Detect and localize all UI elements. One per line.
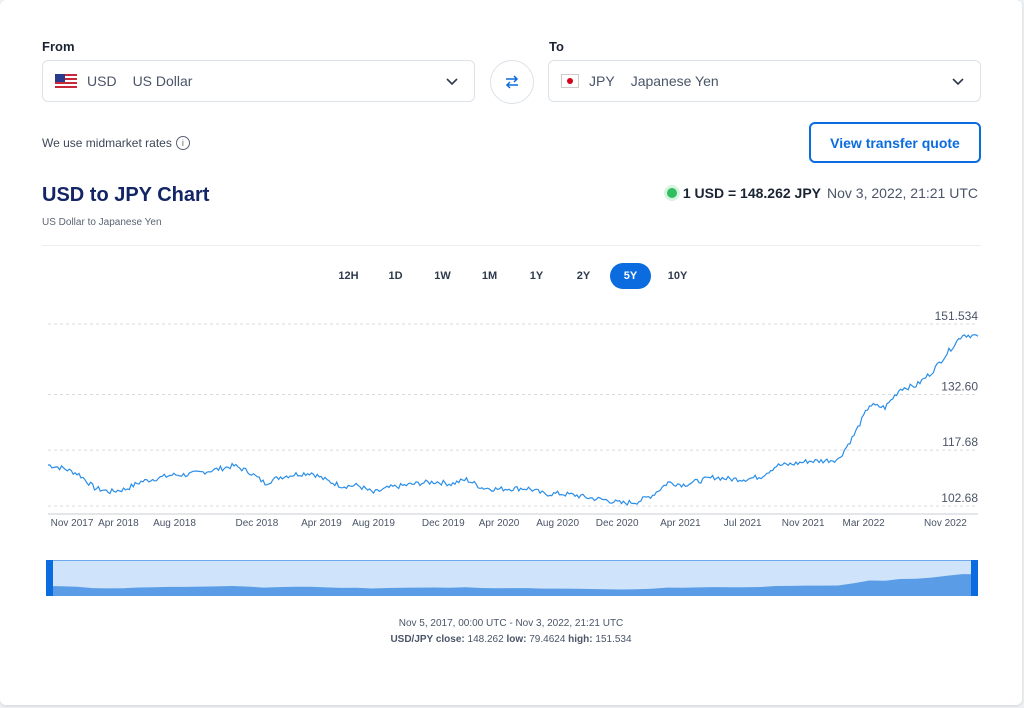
close-low-high-summary: USD/JPY close: 148.262 low: 79.4624 high… xyxy=(0,634,1022,645)
live-indicator-icon xyxy=(666,188,677,198)
chevron-down-icon xyxy=(952,78,964,86)
y-tick-label: 117.68 xyxy=(942,435,978,449)
range-1w[interactable]: 1W xyxy=(434,270,451,282)
from-currency-code: USD xyxy=(87,73,117,89)
close-value: 148.262 xyxy=(467,634,504,645)
swap-arrows-icon xyxy=(505,75,519,89)
low-value: 79.4624 xyxy=(529,634,566,645)
view-transfer-quote-button[interactable]: View transfer quote xyxy=(809,122,981,163)
from-currency-select[interactable]: USD US Dollar xyxy=(42,60,475,102)
divider xyxy=(42,245,981,246)
x-tick-label: Aug 2020 xyxy=(536,518,579,529)
high-value: 151.534 xyxy=(595,634,632,645)
range-1y[interactable]: 1Y xyxy=(529,270,544,282)
y-tick-label: 132.60 xyxy=(941,380,978,394)
midmarket-rates-note: We use midmarket rates i xyxy=(42,136,190,150)
range-1m[interactable]: 1M xyxy=(481,270,498,282)
chart-subtitle: US Dollar to Japanese Yen xyxy=(42,217,162,228)
rate-timestamp: Nov 3, 2022, 21:21 UTC xyxy=(827,185,978,201)
live-rate: 1 USD = 148.262 JPY Nov 3, 2022, 21:21 U… xyxy=(666,185,978,201)
x-tick-label: Dec 2020 xyxy=(596,518,639,529)
x-tick-label: Apr 2021 xyxy=(660,518,701,529)
swap-currencies-button[interactable] xyxy=(490,60,534,104)
to-label: To xyxy=(549,39,564,54)
us-flag-icon xyxy=(55,74,77,88)
range-5y[interactable]: 5Y xyxy=(610,263,651,289)
series-line xyxy=(48,334,979,506)
usd-jpy-line-chart: 102.68 117.68 132.60 151.534 Nov 2017 Apr 201… xyxy=(47,309,979,529)
info-icon[interactable]: i xyxy=(175,136,190,150)
x-tick-label: Apr 2020 xyxy=(479,518,520,529)
date-range-summary: Nov 5, 2017, 00:00 UTC - Nov 3, 2022, 21… xyxy=(398,618,624,629)
x-tick-label: Apr 2019 xyxy=(301,518,342,529)
x-tick-label: Nov 2017 xyxy=(51,518,94,529)
x-tick-label: Dec 2019 xyxy=(422,518,465,529)
range-1d[interactable]: 1D xyxy=(388,270,403,282)
y-tick-label: 102.68 xyxy=(941,491,978,505)
chart-title: USD to JPY Chart xyxy=(42,184,210,206)
to-currency-code: JPY xyxy=(589,73,615,89)
x-tick-label: Nov 2021 xyxy=(782,518,825,529)
from-label: From xyxy=(42,39,75,54)
low-label: low: xyxy=(506,634,527,645)
x-tick-label: Jul 2021 xyxy=(724,518,762,529)
x-tick-label: Nov 2022 xyxy=(924,518,967,529)
x-tick-label: Dec 2018 xyxy=(235,518,278,529)
time-range-selector: 12H 1D 1W 1M 1Y 2Y 5Y 10Y xyxy=(325,263,701,289)
x-tick-label: Aug 2018 xyxy=(153,518,196,529)
to-currency-name: Japanese Yen xyxy=(630,73,719,89)
range-2y[interactable]: 2Y xyxy=(576,270,591,282)
x-tick-label: Mar 2022 xyxy=(842,518,885,529)
rate-value: 1 USD = 148.262 JPY xyxy=(682,185,822,201)
x-tick-label: Apr 2018 xyxy=(98,518,139,529)
chevron-down-icon xyxy=(446,78,458,86)
y-tick-label: 151.534 xyxy=(935,309,979,323)
chart-navigator[interactable] xyxy=(46,560,978,596)
to-currency-select[interactable]: JPY Japanese Yen xyxy=(548,60,981,102)
high-label: high: xyxy=(568,634,593,645)
close-label: USD/JPY close: xyxy=(390,634,465,645)
jp-flag-icon xyxy=(561,74,579,88)
navigator-area xyxy=(46,574,978,596)
midmarket-rates-text: We use midmarket rates xyxy=(42,136,172,150)
navigator-handle-right[interactable] xyxy=(971,560,978,596)
range-10y[interactable]: 10Y xyxy=(667,270,688,282)
from-currency-name: US Dollar xyxy=(132,73,193,89)
x-tick-label: Aug 2019 xyxy=(352,518,395,529)
navigator-handle-left[interactable] xyxy=(46,560,53,596)
range-12h[interactable]: 12H xyxy=(338,270,359,282)
